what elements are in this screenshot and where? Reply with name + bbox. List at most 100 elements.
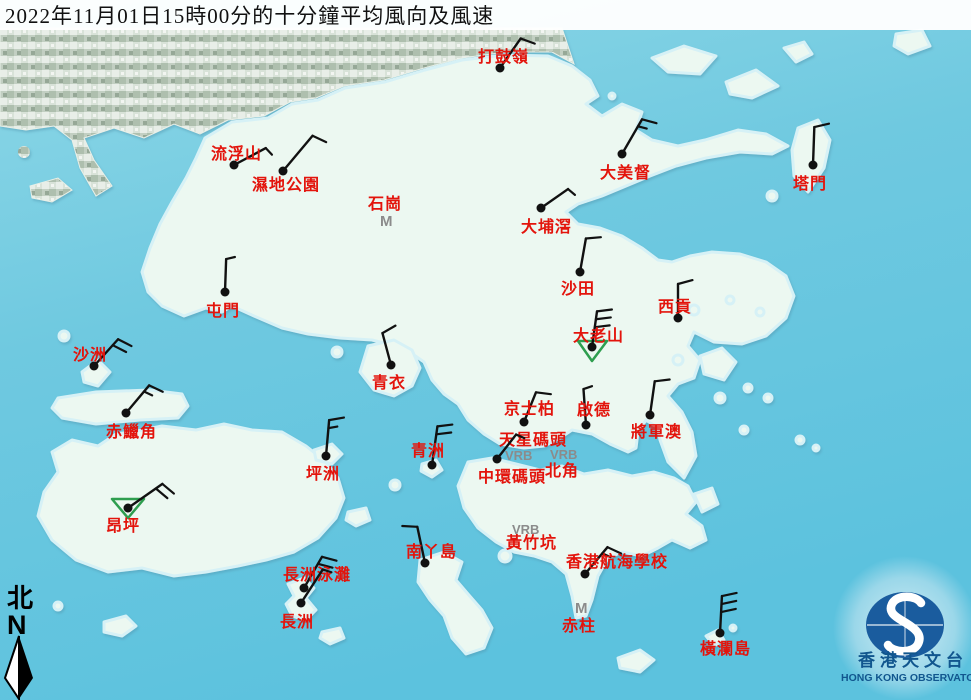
station-flag-vrb: VRB xyxy=(505,448,532,463)
wind-barb-shaft xyxy=(381,331,393,367)
hko-logo-zh: 香港天文台 xyxy=(858,650,968,670)
station-lau-fau-shan[interactable]: 流浮山 xyxy=(211,144,274,170)
station-label: 塔門 xyxy=(793,174,827,193)
wind-barb-tick xyxy=(225,255,237,261)
wind-barb-tick xyxy=(636,125,648,130)
wind-barb-tick xyxy=(436,423,454,428)
wind-barb-tick xyxy=(534,391,552,396)
wind-barb-tick xyxy=(327,425,339,430)
station-dot xyxy=(121,408,131,418)
title-bar: 2022年11月01日15時00分的十分鐘平均風向及風速 xyxy=(0,0,971,30)
station-dot xyxy=(299,583,309,593)
station-shek-kong[interactable]: 石崗M xyxy=(367,194,402,230)
wind-barb-tick xyxy=(320,555,338,562)
wind-barb-tick xyxy=(595,308,613,313)
station-sha-tin[interactable]: 沙田 xyxy=(561,236,602,298)
station-label: 青洲 xyxy=(411,441,445,460)
station-ta-kwu-ling[interactable]: 打鼓嶺 xyxy=(478,37,536,73)
station-stanley[interactable]: 赤柱M xyxy=(562,600,596,635)
station-green-island[interactable]: 青洲 xyxy=(411,423,454,470)
station-label: 赤鱲角 xyxy=(106,422,157,441)
hong-kong-island xyxy=(456,456,708,620)
hong-kong-landmass xyxy=(36,28,932,674)
station-label: 北角 xyxy=(545,461,579,480)
station-sha-chau[interactable]: 沙洲 xyxy=(73,338,133,371)
station-cheung-chau-beach[interactable]: 長洲泳灘 xyxy=(283,555,351,593)
wind-barb-tick xyxy=(640,118,658,125)
wind-barb-tick xyxy=(401,524,419,528)
map-title: 2022年11月01日15時00分的十分鐘平均風向及風速 xyxy=(5,4,495,28)
wind-barb-shaft xyxy=(495,433,518,461)
wind-barb-tick xyxy=(514,433,526,440)
station-dot xyxy=(278,166,288,176)
station-label: 沙田 xyxy=(561,280,595,298)
gust-triangle-icon xyxy=(110,497,146,520)
wind-barb-shaft xyxy=(324,418,331,458)
station-tseung-kwan-o[interactable]: 將軍澳 xyxy=(631,378,682,441)
wind-barb-tick xyxy=(111,344,128,354)
station-waglan-island[interactable]: 橫瀾島 xyxy=(700,591,751,658)
wind-barb-tick xyxy=(148,384,164,393)
tap-mun-island xyxy=(790,118,832,194)
station-cheung-chau[interactable]: 長洲 xyxy=(280,568,333,631)
station-tsing-yi[interactable]: 青衣 xyxy=(372,324,406,392)
hko-logo-en: HONG KONG OBSERVATORY xyxy=(841,672,971,684)
new-territories xyxy=(140,53,796,480)
wind-barb-shaft xyxy=(590,310,599,349)
wind-barb-shaft xyxy=(281,134,314,173)
station-dot xyxy=(420,558,430,568)
wind-barb-shaft xyxy=(582,387,588,427)
station-ngong-ping[interactable]: 昂坪 xyxy=(106,482,175,535)
hko-logo-s-swirl xyxy=(883,592,926,656)
wind-barb-tick xyxy=(601,552,612,559)
wind-barb-tick xyxy=(720,599,738,606)
station-tuen-mun[interactable]: 屯門 xyxy=(206,255,240,320)
station-label: 中環碼頭 xyxy=(478,467,546,486)
wind-barb-shaft xyxy=(416,525,427,565)
station-central-pier[interactable]: 中環碼頭 xyxy=(478,433,546,486)
station-hk-sea-school[interactable]: 香港航海學校 xyxy=(565,545,668,579)
station-label: 沙洲 xyxy=(73,346,107,364)
wind-barb-shaft xyxy=(223,257,228,294)
station-label: 長洲 xyxy=(280,613,314,631)
wind-barb-tick xyxy=(594,316,612,321)
lantau-island xyxy=(36,422,346,578)
wind-barb-tick xyxy=(116,338,133,348)
station-tap-mun[interactable]: 塔門 xyxy=(793,122,831,193)
station-kai-tak[interactable]: 啟德 xyxy=(577,385,611,430)
station-dot xyxy=(581,420,591,430)
compass-north-en: N xyxy=(7,610,27,640)
station-dot xyxy=(229,160,239,170)
station-tai-po-kau[interactable]: 大埔滘 xyxy=(521,187,577,236)
station-tates-cairn[interactable]: 大老山 xyxy=(573,308,624,363)
station-flag-vrb: VRB xyxy=(512,522,539,537)
station-label: 大老山 xyxy=(573,326,624,345)
wind-barb-tick xyxy=(813,122,831,129)
wind-barb-shaft xyxy=(648,380,656,417)
hko-logo: 香港天文台 HONG KONG OBSERVATORY xyxy=(833,556,971,700)
station-peng-chau[interactable]: 坪洲 xyxy=(306,416,346,483)
station-dot xyxy=(673,313,683,323)
wind-barb-shaft xyxy=(232,146,267,167)
wind-barb-tick xyxy=(606,546,623,555)
wind-barb-tick xyxy=(142,390,154,397)
wind-barb-tick xyxy=(582,385,594,391)
station-dot xyxy=(580,569,590,579)
station-chek-lap-kok[interactable]: 赤鱲角 xyxy=(106,384,164,441)
station-wetland-park[interactable]: 濕地公園 xyxy=(252,134,328,194)
wind-barb-shaft xyxy=(124,384,151,415)
station-lamma-island[interactable]: 南丫島 xyxy=(401,524,457,568)
station-label: 打鼓嶺 xyxy=(478,47,529,66)
station-sai-kung[interactable]: 西貢 xyxy=(658,279,694,323)
wind-barb-tick xyxy=(161,482,175,495)
station-dot xyxy=(645,410,655,420)
station-dot xyxy=(386,360,396,370)
station-tai-mei-tuk[interactable]: 大美督 xyxy=(600,118,658,182)
station-kings-park[interactable]: 京士柏 xyxy=(504,391,555,427)
wind-barb-tick xyxy=(584,236,602,240)
station-label: 西貢 xyxy=(658,298,692,316)
